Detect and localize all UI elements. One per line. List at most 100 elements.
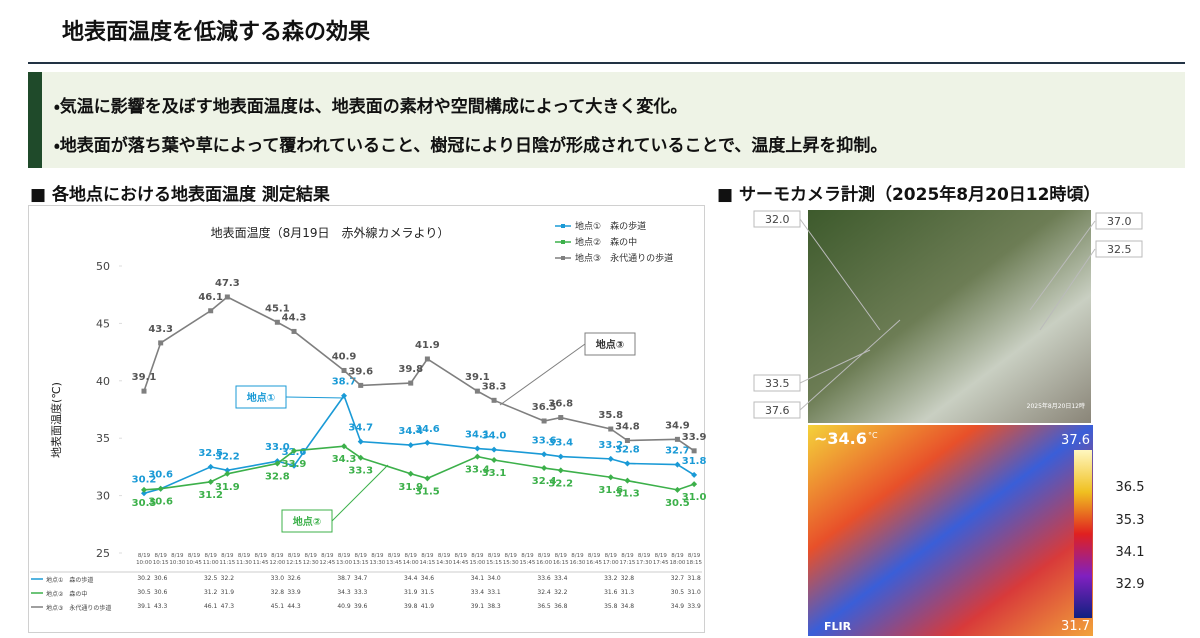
x-tick-label: 8/19 11:45 <box>252 553 269 566</box>
bullet: ・気温に影響を及ぼす地表面温度は、地表面の素材や空間構成によって大きく変化。 <box>54 97 688 117</box>
timestamp: 2025年8月20日12時 <box>1027 402 1085 410</box>
table-cell: 32.2 <box>554 589 568 596</box>
data-label: 33.2 <box>598 440 623 451</box>
table-cell: 39.6 <box>354 603 368 610</box>
data-point <box>341 392 348 399</box>
scale-label: 32.9 <box>1116 577 1145 592</box>
x-tick-label: 8/19 13:00 <box>336 553 352 566</box>
data-point <box>474 388 480 394</box>
data-label: 30.6 <box>148 497 173 508</box>
data-label: 34.9 <box>665 420 690 431</box>
x-tick-label: 8/19 11:00 <box>202 553 219 566</box>
table-cell: 33.9 <box>287 589 301 596</box>
data-label: 43.3 <box>148 324 173 335</box>
data-label: 39.8 <box>398 364 423 375</box>
data-point <box>424 439 431 446</box>
x-tick-label: 8/19 11:30 <box>236 553 252 566</box>
x-tick-label: 8/19 16:45 <box>586 553 602 566</box>
data-label: 33.9 <box>282 459 307 470</box>
data-label: 30.5 <box>132 498 157 509</box>
data-label: 35.8 <box>598 410 623 421</box>
x-tick-label: 8/19 17:00 <box>602 553 619 566</box>
data-label: 31.0 <box>682 492 707 503</box>
callout-box <box>281 509 333 533</box>
series-line <box>143 445 695 491</box>
table-row-label: 地点③ 永代通りの歩道 <box>46 604 111 612</box>
color-scale <box>1074 450 1092 618</box>
data-point <box>224 467 231 474</box>
table-cell: 32.5 <box>203 575 218 582</box>
table-cell: 33.0 <box>270 575 285 582</box>
x-tick-label: 8/19 17:45 <box>652 553 669 566</box>
series-line <box>143 394 695 495</box>
data-label: 33.0 <box>265 442 290 453</box>
data-label: 36.8 <box>548 399 573 410</box>
table-cell: 32.8 <box>270 589 285 596</box>
data-label: 33.9 <box>682 432 707 443</box>
table-cell: 43.3 <box>153 603 168 610</box>
x-tick-label: 8/19 13:30 <box>369 553 386 566</box>
brand: FLIR <box>824 620 852 633</box>
x-tick-label: 8/19 14:00 <box>402 553 419 566</box>
x-tick-label: 8/19 16:15 <box>552 553 569 566</box>
temp-label: 37.6 <box>765 404 790 417</box>
x-tick-label: 8/19 15:30 <box>502 553 519 566</box>
data-point <box>541 418 547 424</box>
callout-box <box>235 385 287 409</box>
table-cell: 41.9 <box>420 603 435 610</box>
x-tick-label: 8/19 16:30 <box>569 553 586 566</box>
table-cell: 32.6 <box>287 575 301 582</box>
table-cell: 44.3 <box>287 603 301 610</box>
data-label: 34.7 <box>348 423 373 434</box>
data-point <box>357 438 364 445</box>
spot-temp: ~34.6 <box>814 429 867 448</box>
legend-label: 地点① 森の歩道 <box>575 220 646 232</box>
section-heading: ■ サーモカメラ計測（2025年8月20日12時頃） <box>717 185 1101 205</box>
data-label: 34.4 <box>398 426 423 437</box>
data-point <box>691 471 698 478</box>
table-cell: 34.4 <box>404 575 418 582</box>
scale-label: 35.3 <box>1116 513 1145 528</box>
data-point <box>491 457 498 464</box>
data-label: 34.8 <box>615 421 640 432</box>
data-point <box>557 467 564 474</box>
legend-marker <box>561 256 565 260</box>
callout-label: 地点③ <box>596 338 624 351</box>
data-point <box>408 380 414 386</box>
y-axis-label: 地表面温度(℃) <box>50 382 63 458</box>
summary-box <box>28 72 1185 168</box>
table-cell: 31.5 <box>420 589 435 596</box>
data-label: 46.1 <box>198 292 223 303</box>
data-point <box>674 436 680 442</box>
table-cell: 32.2 <box>220 575 235 582</box>
data-label: 36.5 <box>532 402 557 413</box>
x-tick-label: 8/19 14:15 <box>419 553 436 566</box>
data-point <box>607 455 614 462</box>
data-point <box>624 460 631 467</box>
data-label: 34.6 <box>415 424 440 435</box>
table-cell: 34.7 <box>354 575 368 582</box>
x-tick-label: 8/19 12:00 <box>269 553 286 566</box>
x-tick-label: 8/19 15:45 <box>519 553 536 566</box>
data-point <box>291 462 298 469</box>
table-cell: 31.9 <box>220 589 235 596</box>
table-row-label: 地点① 森の歩道 <box>46 576 93 584</box>
chart-title: 地表面温度（8月19日 赤外線カメラより） <box>211 225 450 240</box>
table-cell: 31.0 <box>687 589 701 596</box>
data-label: 30.2 <box>132 474 157 485</box>
data-point <box>341 367 347 373</box>
data-label: 32.5 <box>198 448 223 459</box>
data-label: 31.9 <box>398 482 423 493</box>
table-cell: 34.0 <box>487 575 501 582</box>
y-tick-label: 45 <box>96 317 110 330</box>
data-label: 32.8 <box>615 444 640 455</box>
data-label: 47.3 <box>215 278 240 289</box>
x-tick-label: 8/19 10:15 <box>152 553 169 566</box>
table-cell: 39.8 <box>404 603 418 610</box>
y-tick-label: 30 <box>96 490 110 503</box>
x-tick-label: 8/19 12:45 <box>319 553 336 566</box>
legend-marker <box>561 224 565 228</box>
data-label: 41.9 <box>415 340 440 351</box>
